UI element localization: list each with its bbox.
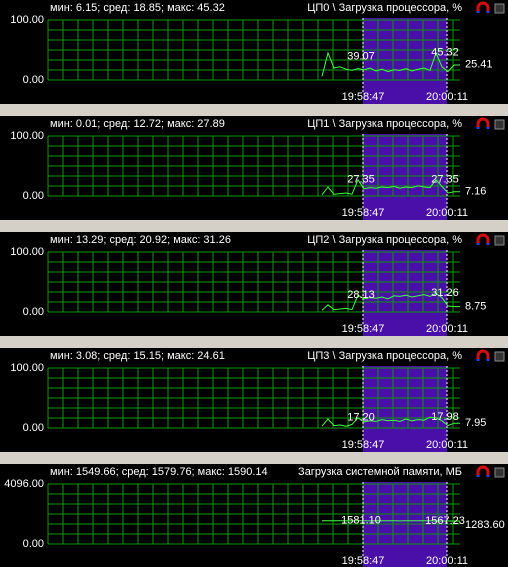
cursor-value: 17.98: [431, 411, 459, 423]
time-end: 20:00:11: [426, 91, 468, 103]
time-start: 19:58:47: [342, 207, 385, 219]
y-max: 100.00: [10, 14, 44, 26]
cursor-value: 31.26: [431, 287, 459, 299]
icon-settings: [494, 467, 505, 478]
icon-magnet: [476, 233, 490, 245]
cursor-value: 17.20: [347, 412, 375, 424]
trace: [321, 416, 460, 427]
stats: мин: 1549.66; сред: 1579.76; макс: 1590.…: [50, 466, 268, 478]
icon-settings: [494, 235, 505, 246]
trace: [321, 178, 460, 196]
trace: [321, 51, 460, 77]
y-min: 0.00: [23, 306, 44, 318]
icon-settings: [494, 3, 505, 14]
cursor-value: 27.35: [431, 173, 459, 185]
time-end: 20:00:11: [426, 439, 468, 451]
icon-magnet: [476, 349, 490, 361]
y-min: 0.00: [23, 538, 44, 550]
icon-magnet: [476, 1, 490, 13]
icon-settings: [494, 351, 505, 362]
current-value: 7.95: [465, 417, 486, 429]
current-value: 25.41: [465, 59, 493, 71]
trace: [321, 292, 460, 311]
current-value: 8.75: [465, 301, 486, 313]
title: Загрузка системной памяти, МБ: [298, 466, 462, 478]
title: ЦП2 \ Загрузка процессора, %: [307, 234, 462, 246]
current-value: 7.16: [465, 186, 486, 198]
cursor-value: 1567.23: [425, 515, 465, 527]
current-value: 1283.60: [465, 519, 505, 531]
icon-magnet-end: [476, 11, 490, 13]
y-min: 0.00: [23, 190, 44, 202]
cursor-value: 39.07: [347, 50, 375, 62]
time-start: 19:58:47: [342, 555, 385, 567]
icon-magnet-end: [476, 127, 490, 129]
icon-magnet: [476, 117, 490, 129]
cursor-value: 1581.10: [341, 515, 381, 527]
selection: [363, 134, 447, 220]
title: ЦП3 \ Загрузка процессора, %: [307, 350, 462, 362]
stats: мин: 0.01; сред: 12.72; макс: 27.89: [50, 118, 225, 130]
cursor-value: 28.13: [347, 289, 375, 301]
y-min: 0.00: [23, 422, 44, 434]
title: ЦП0 \ Загрузка процессора, %: [307, 2, 462, 14]
stats: мин: 3.08; сред: 15.15; макс: 24.61: [50, 350, 225, 362]
time-end: 20:00:11: [426, 207, 468, 219]
y-max: 100.00: [10, 362, 44, 374]
selection: [363, 366, 447, 452]
stats: мин: 13.29; сред: 20.92; макс: 31.26: [50, 234, 231, 246]
y-max: 4096.00: [4, 478, 44, 490]
time-start: 19:58:47: [342, 323, 385, 335]
icon-magnet: [476, 465, 490, 477]
cursor-value: 27.35: [347, 173, 375, 185]
icon-settings: [494, 119, 505, 130]
time-start: 19:58:47: [342, 91, 385, 103]
y-max: 100.00: [10, 130, 44, 142]
icon-magnet-end: [476, 359, 490, 361]
time-start: 19:58:47: [342, 439, 385, 451]
cursor-value: 45.32: [431, 47, 459, 59]
title: ЦП1 \ Загрузка процессора, %: [307, 118, 462, 130]
selection: [363, 250, 447, 336]
time-end: 20:00:11: [426, 555, 468, 567]
y-max: 100.00: [10, 246, 44, 258]
time-end: 20:00:11: [426, 323, 468, 335]
y-min: 0.00: [23, 74, 44, 86]
stats: мин: 6.15; сред: 18.85; макс: 45.32: [50, 2, 225, 14]
icon-magnet-end: [476, 243, 490, 245]
icon-magnet-end: [476, 475, 490, 477]
